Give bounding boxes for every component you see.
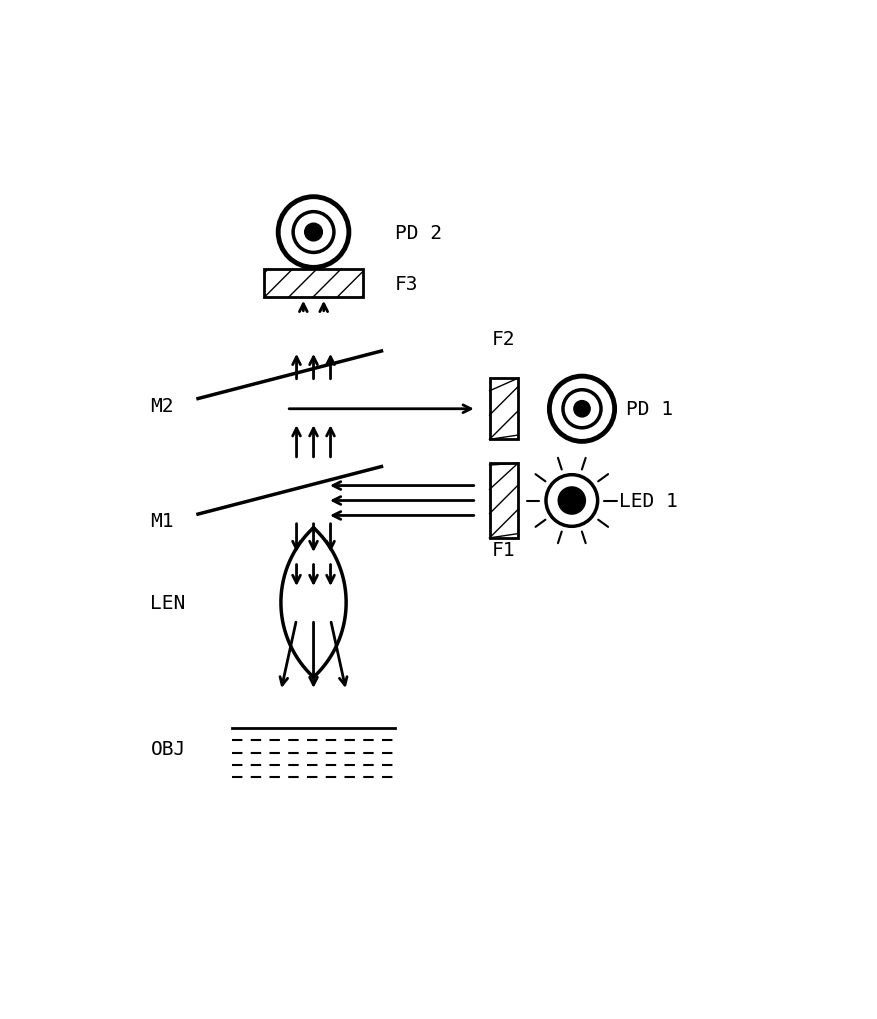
Text: M1: M1 <box>151 512 174 531</box>
Text: F3: F3 <box>395 274 418 293</box>
Text: PD 2: PD 2 <box>395 223 442 243</box>
Text: PD 1: PD 1 <box>626 399 674 419</box>
Text: M2: M2 <box>151 396 174 416</box>
Text: F1: F1 <box>492 540 516 559</box>
Bar <box>489 464 518 538</box>
Text: OBJ: OBJ <box>151 740 186 758</box>
Circle shape <box>304 224 323 242</box>
Circle shape <box>559 487 586 515</box>
Text: LED 1: LED 1 <box>619 491 678 511</box>
Bar <box>489 379 518 440</box>
Circle shape <box>574 401 590 418</box>
Text: LEN: LEN <box>151 593 186 612</box>
Bar <box>264 269 363 298</box>
Text: F2: F2 <box>492 330 516 348</box>
